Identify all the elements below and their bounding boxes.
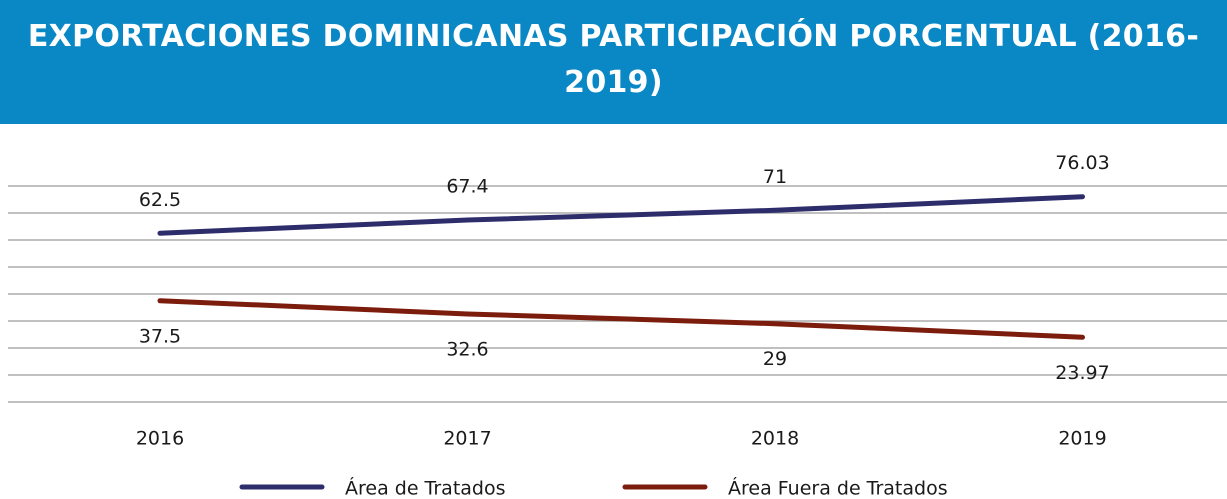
series-line [157,298,1085,340]
x-tick-label: 2017 [443,428,491,450]
legend-label: Área Fuera de Tratados [728,477,948,499]
x-tick-label: 2018 [751,428,799,450]
data-label: 32.6 [446,338,488,360]
chart-title: EXPORTACIONES DOMINICANAS PARTICIPACIÓN … [27,19,1200,100]
data-label: 62.5 [139,189,181,211]
data-label: 76.03 [1055,152,1109,174]
x-tick-label: 2016 [136,428,184,450]
data-label: 23.97 [1055,362,1109,384]
series-line [157,194,1085,236]
x-tick-label: 2019 [1058,428,1106,450]
data-label: 29 [763,348,787,370]
data-label: 71 [763,166,787,188]
data-label: 37.5 [139,325,181,347]
legend-label: Área de Tratados [345,477,506,499]
title-banner [0,0,1227,124]
data-label: 67.4 [446,176,488,198]
